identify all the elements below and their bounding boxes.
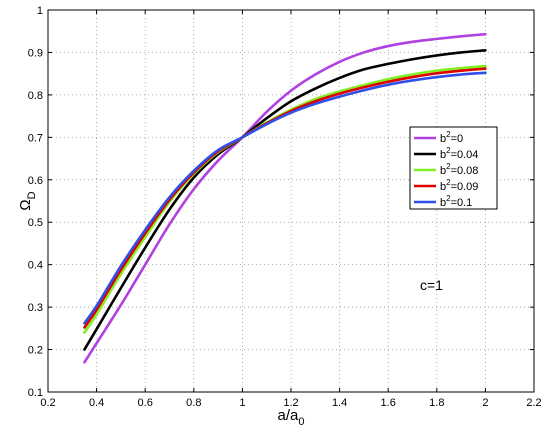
y-tick-label: 0.3 xyxy=(28,302,43,314)
x-tick-label: 1.4 xyxy=(332,397,347,409)
grid xyxy=(48,10,534,392)
legend-box xyxy=(409,126,498,210)
x-axis-label: a/a0 xyxy=(278,407,305,428)
y-tick-label: 0.9 xyxy=(28,47,43,59)
series-line-4 xyxy=(83,71,487,325)
x-tick-label: 1.8 xyxy=(429,397,444,409)
x-tick-label: 0.4 xyxy=(89,397,104,409)
x-tick-label: 0.8 xyxy=(186,397,201,409)
x-tick-label: 1 xyxy=(239,397,245,409)
y-tick-label: 0.4 xyxy=(28,260,43,272)
x-tick-label: 1.6 xyxy=(381,397,396,409)
series-line-0 xyxy=(83,32,487,364)
x-tick-label: 0.2 xyxy=(40,397,55,409)
legend-label-3: b2=0.09 xyxy=(440,178,478,193)
y-tick-label: 0.8 xyxy=(28,90,43,102)
y-tick-label: 0.6 xyxy=(28,175,43,187)
x-tick-label: 1.2 xyxy=(283,397,298,409)
legend-label-1: b2=0.04 xyxy=(440,146,478,161)
series-group xyxy=(83,32,487,364)
ticks-group: 0.2 0.4 0.6 0.8 1 1.2 1.4 1.6 1.8 2 2.20.10.20.30.… xyxy=(28,5,542,409)
y-tick-label: 0.1 xyxy=(28,387,43,399)
y-tick-label: 0.5 xyxy=(28,217,43,229)
legend-label-0: b2=0 xyxy=(440,130,463,145)
x-tick-label: 2.2 xyxy=(526,397,541,409)
legend-label-4: b2=0.1 xyxy=(440,194,472,209)
series-line-1 xyxy=(83,49,487,351)
legend-label-2: b2=0.08 xyxy=(440,162,478,177)
y-tick-label: 0.2 xyxy=(28,345,43,357)
x-tick-label: 0.6 xyxy=(138,397,153,409)
y-axis-label: ΩD xyxy=(17,191,38,210)
y-tick-label: 1 xyxy=(37,5,43,17)
annotation-c: c=1 xyxy=(420,277,443,293)
y-tick-label: 0.7 xyxy=(28,132,43,144)
x-tick-label: 2 xyxy=(482,397,488,409)
